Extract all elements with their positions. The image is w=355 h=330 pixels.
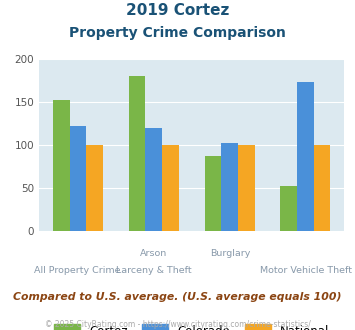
Legend: Cortez, Colorado, National: Cortez, Colorado, National <box>49 319 334 330</box>
Bar <box>297 82 314 231</box>
Bar <box>162 145 179 231</box>
Bar <box>146 128 162 231</box>
Bar <box>221 143 238 231</box>
Bar <box>238 145 255 231</box>
Bar <box>280 185 297 231</box>
Text: 2019 Cortez: 2019 Cortez <box>126 3 229 18</box>
Text: All Property Crime: All Property Crime <box>34 266 120 275</box>
Text: Motor Vehicle Theft: Motor Vehicle Theft <box>260 266 352 275</box>
Bar <box>204 156 221 231</box>
Text: Compared to U.S. average. (U.S. average equals 100): Compared to U.S. average. (U.S. average … <box>13 292 342 302</box>
Text: © 2025 CityRating.com - https://www.cityrating.com/crime-statistics/: © 2025 CityRating.com - https://www.city… <box>45 320 310 329</box>
Text: Arson: Arson <box>140 249 167 258</box>
Bar <box>86 145 103 231</box>
Text: Property Crime Comparison: Property Crime Comparison <box>69 26 286 40</box>
Bar <box>53 100 70 231</box>
Bar <box>129 76 146 231</box>
Text: Burglary: Burglary <box>210 249 250 258</box>
Bar <box>70 126 86 231</box>
Text: Larceny & Theft: Larceny & Theft <box>116 266 191 275</box>
Bar <box>314 145 331 231</box>
